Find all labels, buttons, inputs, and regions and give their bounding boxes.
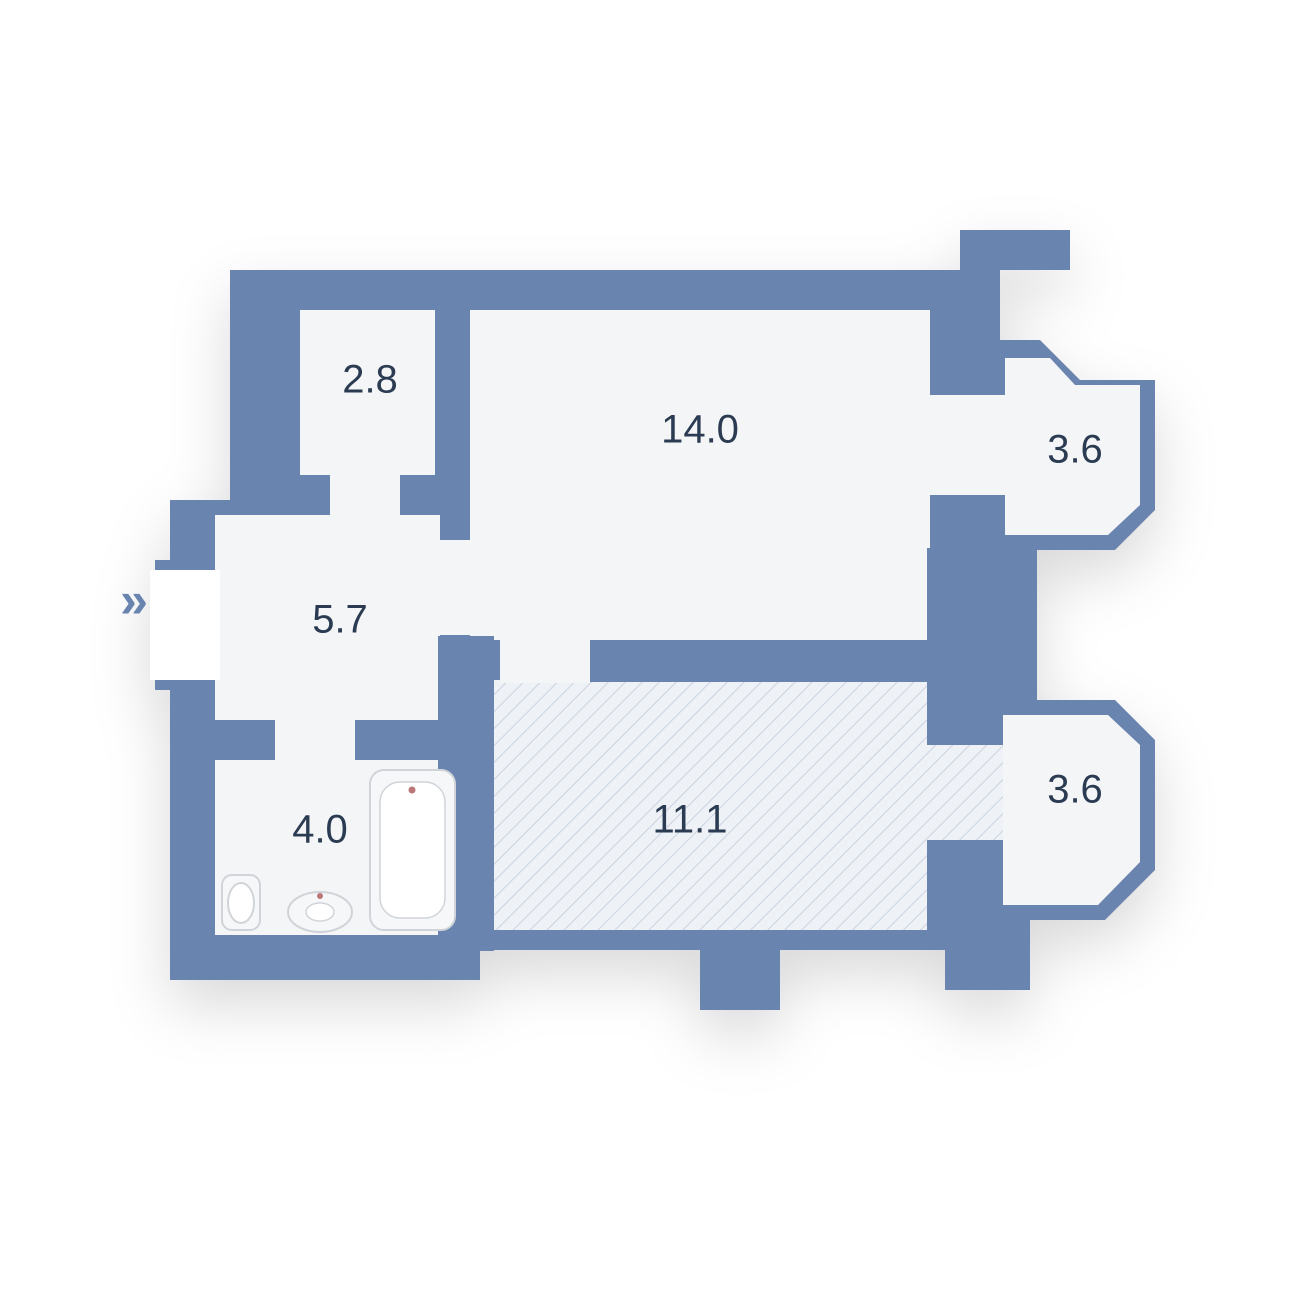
sink-icon (288, 892, 352, 932)
door-living-balcony1 (928, 395, 1008, 495)
label-balcony1: 3.6 (1047, 428, 1103, 473)
label-bath: 4.0 (292, 808, 348, 853)
toilet-icon (222, 875, 260, 930)
label-hall: 5.7 (312, 598, 368, 643)
floorplan-stage: » 2.8 14.0 3.6 5.7 4.0 11.1 3.6 (0, 0, 1300, 1300)
door-living-hall (435, 540, 480, 635)
wall-right-mid (927, 548, 1037, 703)
floorplan-svg (0, 0, 1300, 1300)
label-balcony2: 3.6 (1047, 768, 1103, 813)
door-kitchen-living (500, 638, 590, 683)
room-living (470, 310, 930, 640)
label-kitchen: 11.1 (653, 798, 728, 843)
bathtub-icon (370, 770, 455, 930)
label-living: 14.0 (661, 408, 739, 453)
door-closet-hall (330, 475, 400, 520)
wall-living-kitchen (590, 640, 930, 682)
entry-arrow-icon: » (120, 571, 140, 629)
door-hall-bath (275, 718, 355, 763)
entry-opening (150, 570, 220, 680)
label-closet: 2.8 (342, 358, 398, 403)
